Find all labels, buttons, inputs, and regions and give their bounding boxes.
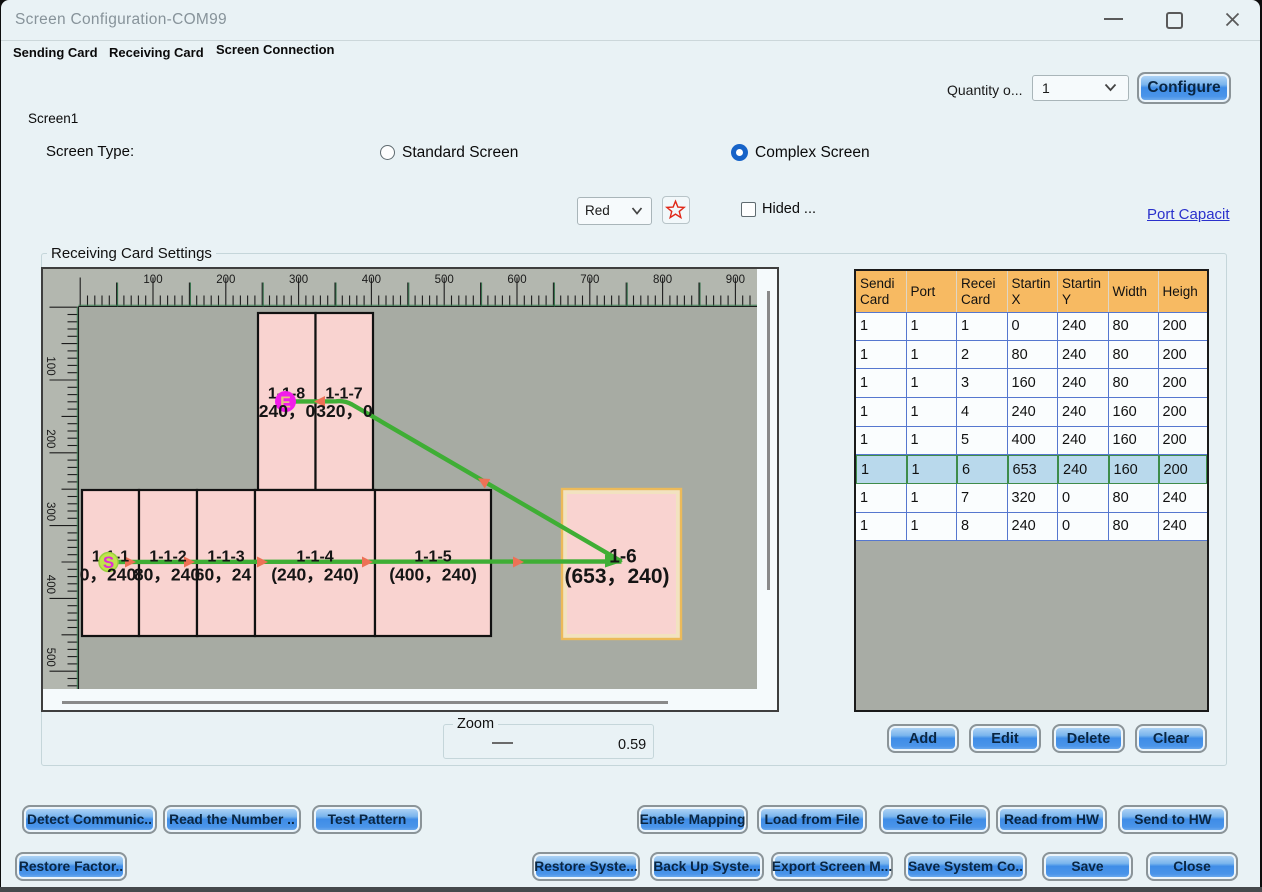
- svg-text:200: 200: [44, 429, 56, 448]
- svg-text:E: E: [280, 395, 291, 412]
- svg-text:400: 400: [362, 274, 381, 286]
- svg-text:600: 600: [507, 274, 526, 286]
- svg-text:400: 400: [44, 575, 56, 594]
- svg-text:500: 500: [44, 648, 56, 667]
- svg-text:200: 200: [216, 274, 235, 286]
- svg-text:80，240: 80，240: [134, 565, 200, 585]
- svg-text:(400，240): (400，240): [389, 565, 477, 585]
- svg-text:(240，240): (240，240): [271, 565, 359, 585]
- svg-text:240，0: 240，0: [259, 401, 316, 421]
- svg-text:1-6: 1-6: [609, 547, 636, 568]
- svg-text:1-1-3: 1-1-3: [207, 549, 244, 566]
- svg-text:1-1-5: 1-1-5: [414, 549, 451, 566]
- svg-text:S: S: [103, 553, 114, 572]
- svg-text:300: 300: [289, 274, 308, 286]
- svg-text:60，24: 60，24: [195, 565, 252, 585]
- svg-text:300: 300: [44, 502, 56, 521]
- svg-text:500: 500: [435, 274, 454, 286]
- svg-text:700: 700: [580, 274, 599, 286]
- svg-text:800: 800: [653, 274, 672, 286]
- svg-text:1-1-4: 1-1-4: [296, 549, 333, 566]
- svg-text:320，0: 320，0: [316, 401, 373, 421]
- svg-text:100: 100: [143, 274, 162, 286]
- svg-text:1-1-7: 1-1-7: [325, 386, 362, 403]
- svg-text:900: 900: [726, 274, 745, 286]
- svg-text:0，240: 0，240: [80, 565, 137, 585]
- svg-text:100: 100: [44, 356, 56, 375]
- svg-text:1-1-2: 1-1-2: [149, 549, 186, 566]
- svg-text:(653，240): (653，240): [564, 565, 669, 588]
